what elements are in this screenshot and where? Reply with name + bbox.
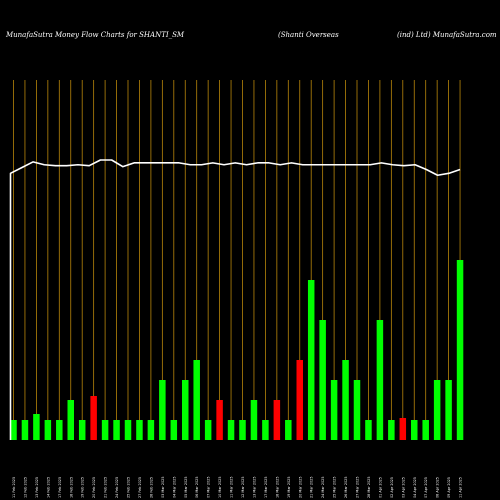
bar-08-apr-2025 [433, 380, 441, 440]
x-tick-label: 12 Mar 2025 [241, 477, 245, 499]
bar-11-mar-2025 [227, 420, 235, 440]
x-tick-label: 18 Feb 2025 [69, 477, 73, 498]
bar-28-feb-2025 [147, 420, 155, 440]
x-tick-label: 24 Feb 2025 [115, 477, 119, 498]
bar-20-feb-2025 [90, 396, 97, 440]
x-tick-label: 13 Mar 2025 [252, 477, 256, 499]
x-tick-label: 03 Apr 2025 [401, 477, 405, 498]
bar-21-feb-2025 [101, 420, 109, 440]
bar-17-feb-2025 [56, 420, 63, 440]
bar-01-apr-2025 [376, 320, 384, 440]
bar-19-feb-2025 [78, 420, 86, 440]
bar-26-mar-2025 [342, 360, 349, 440]
bar-13-feb-2025 [33, 414, 40, 440]
x-tick-label: 17 Mar 2025 [264, 477, 268, 499]
bar-11-feb-2025 [10, 420, 17, 440]
bar-24-feb-2025 [113, 420, 120, 440]
x-tick-label: 08 Apr 2025 [436, 477, 440, 498]
x-tick-label: 20 Feb 2025 [92, 477, 96, 498]
x-tick-label: 01 Apr 2025 [378, 477, 382, 498]
bar-21-mar-2025 [307, 280, 315, 440]
x-tick-label: 20 Mar 2025 [298, 477, 302, 499]
x-tick-label: 26 Mar 2025 [344, 477, 348, 499]
x-tick-label: 04 Mar 2025 [172, 477, 176, 499]
bar-10-mar-2025 [216, 400, 223, 440]
x-tick-label: 17 Feb 2025 [58, 477, 62, 498]
x-tick-label: 27 Mar 2025 [356, 477, 360, 499]
bar-27-feb-2025 [136, 420, 143, 440]
x-tick-label: 07 Apr 2025 [424, 477, 428, 498]
x-tick-label: 28 Feb 2025 [149, 477, 153, 498]
bar-25-mar-2025 [330, 380, 338, 440]
x-tick-label: 07 Mar 2025 [207, 477, 211, 499]
bar-27-mar-2025 [353, 380, 361, 440]
x-tick-label: 02 Apr 2025 [390, 477, 394, 498]
price-line-group [9, 159, 461, 440]
bar-12-mar-2025 [239, 420, 246, 440]
x-tick-label: 13 Feb 2025 [35, 477, 39, 498]
x-tick-label: 25 Mar 2025 [333, 477, 337, 499]
x-tick-label: 10 Mar 2025 [218, 477, 222, 499]
x-tick-label: 21 Feb 2025 [104, 477, 108, 498]
chart-title-left: MunafaSutra Money Flow Charts for SHANTI… [5, 31, 185, 39]
bar-04-apr-2025 [411, 420, 418, 440]
price-line [9, 159, 461, 440]
chart-title-right: (ind) Ltd) MunafaSutra.com [397, 31, 497, 39]
x-tick-label: 05 Mar 2025 [184, 477, 188, 499]
bar-04-mar-2025 [170, 420, 178, 440]
x-tick-label: 04 Apr 2025 [413, 477, 417, 498]
bar-20-mar-2025 [296, 360, 303, 440]
bar-19-mar-2025 [285, 420, 292, 440]
bar-11-apr-2025 [456, 260, 464, 440]
x-tick-label: 28 Mar 2025 [367, 477, 371, 499]
x-tick-label: 11 Mar 2025 [230, 477, 234, 499]
x-tick-label: 24 Mar 2025 [321, 477, 325, 499]
x-tick-label: 18 Mar 2025 [275, 477, 279, 499]
chart-title-middle: (Shanti Overseas [278, 31, 339, 39]
bar-07-mar-2025 [204, 420, 212, 440]
x-tick-label: 27 Feb 2025 [138, 477, 142, 498]
x-tick-labels: 11 Feb 2025 12 Feb 2025 13 Feb 2025 14 Feb … [12, 477, 463, 499]
x-tick-label: 06 Mar 2025 [195, 477, 199, 499]
x-tick-label: 09 Apr 2025 [447, 477, 451, 498]
bar-02-apr-2025 [388, 420, 395, 440]
bar-17-mar-2025 [262, 420, 269, 440]
bar-07-apr-2025 [422, 420, 429, 440]
bar-25-feb-2025 [124, 420, 132, 440]
x-tick-label: 19 Feb 2025 [81, 477, 85, 498]
bar-18-feb-2025 [67, 400, 74, 440]
bar-06-mar-2025 [193, 360, 200, 440]
bar-12-feb-2025 [21, 420, 29, 440]
bar-05-mar-2025 [182, 380, 189, 440]
bars-group [10, 260, 464, 440]
x-tick-label: 12 Feb 2025 [23, 477, 27, 498]
bar-14-feb-2025 [44, 420, 52, 440]
bar-09-apr-2025 [445, 380, 452, 440]
x-tick-label: 14 Feb 2025 [46, 477, 50, 498]
bar-18-mar-2025 [273, 400, 281, 440]
bar-13-mar-2025 [250, 400, 258, 440]
x-tick-label: 03 Mar 2025 [161, 477, 165, 499]
x-tick-label: 25 Feb 2025 [127, 477, 131, 498]
bar-24-mar-2025 [319, 320, 326, 440]
x-tick-label: 21 Mar 2025 [310, 477, 314, 499]
bar-28-mar-2025 [365, 420, 372, 440]
x-tick-label: 19 Mar 2025 [287, 477, 291, 499]
bar-03-mar-2025 [159, 380, 166, 440]
bar-03-apr-2025 [399, 418, 407, 440]
grid-lines [13, 80, 461, 440]
x-tick-label: 11 Apr 2025 [459, 477, 463, 498]
x-tick-label: 11 Feb 2025 [12, 477, 16, 498]
